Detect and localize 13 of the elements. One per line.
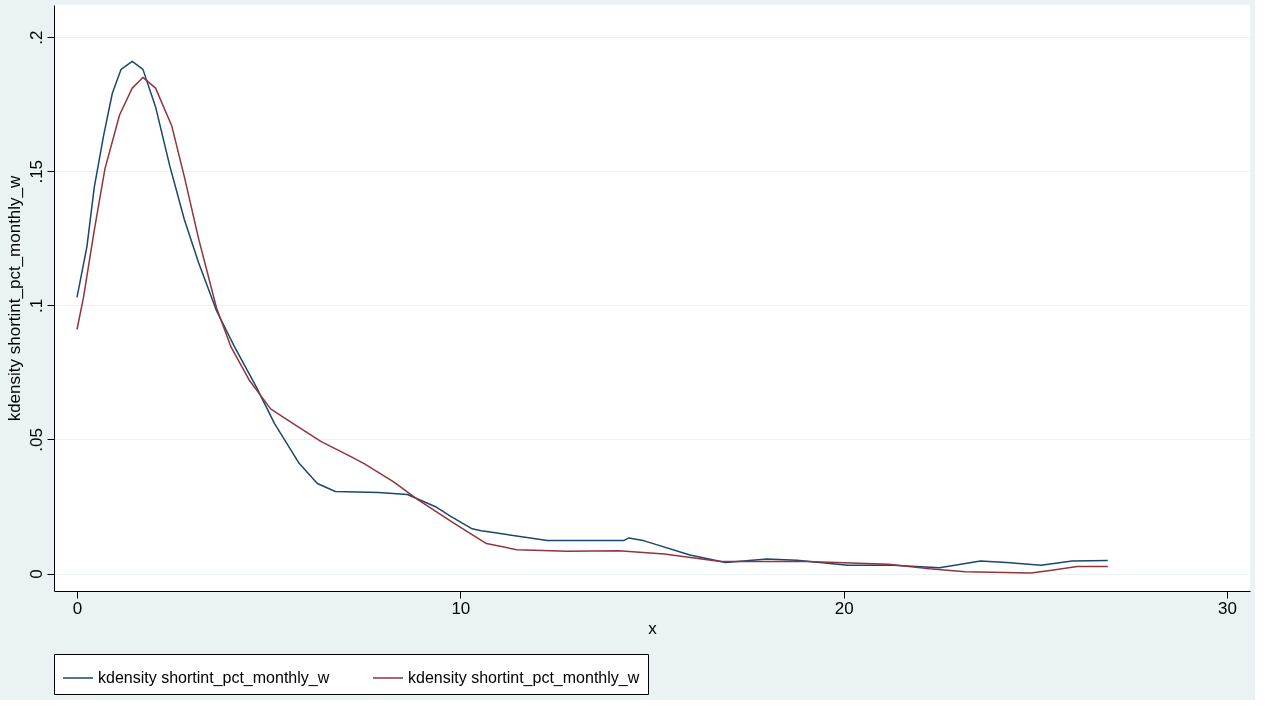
y-tick-label: .15 xyxy=(26,159,46,184)
x-tick-label: 10 xyxy=(451,598,471,618)
y-tick-label: .2 xyxy=(26,30,46,45)
x-tick-label: 30 xyxy=(1218,598,1237,618)
x-axis-title: x xyxy=(648,618,658,638)
legend-label: kdensity shortint_pct_monthly_w xyxy=(408,669,640,687)
x-tick-label: 0 xyxy=(72,598,83,618)
y-tick-label: .1 xyxy=(26,298,46,313)
y-axis-title: kdensity shortint_pct_monthly_w xyxy=(4,174,24,422)
legend-label: kdensity shortint_pct_monthly_w xyxy=(98,669,330,687)
x-tick-label: 20 xyxy=(834,598,854,618)
y-tick-label: 0 xyxy=(26,569,46,579)
y-tick-label: .05 xyxy=(26,428,46,452)
